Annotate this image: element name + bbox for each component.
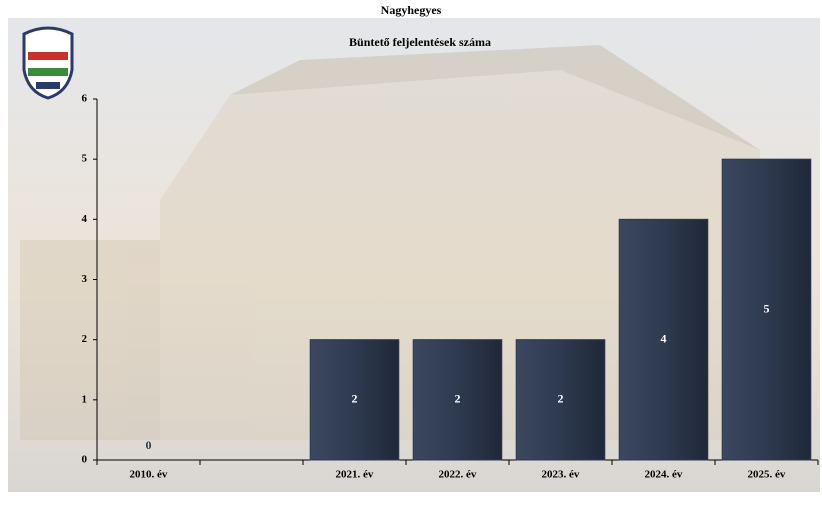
value-label: 4 xyxy=(661,331,667,345)
value-label: 2 xyxy=(352,392,358,406)
chart: Nagyhegyes Büntető feljelentések száma 0… xyxy=(0,0,822,500)
x-tick-label: 2023. év xyxy=(542,469,580,481)
y-tick-label: 0 xyxy=(82,454,88,466)
chart-subtitle: Büntető feljelentések száma xyxy=(349,35,491,49)
y-tick-label: 2 xyxy=(82,333,88,345)
value-label: 5 xyxy=(764,301,770,315)
value-label: 0 xyxy=(146,438,152,452)
police-logo xyxy=(24,28,72,98)
value-label: 2 xyxy=(558,392,564,406)
y-tick-label: 6 xyxy=(82,93,88,105)
y-tick-label: 5 xyxy=(82,153,88,165)
value-label: 2 xyxy=(455,392,461,406)
y-tick-label: 3 xyxy=(82,273,88,285)
x-tick-label: 2025. év xyxy=(748,469,786,481)
x-tick-label: 2024. év xyxy=(645,469,683,481)
x-tick-label: 2022. év xyxy=(439,469,477,481)
y-tick-label: 4 xyxy=(82,213,88,225)
x-tick-label: 2010. év xyxy=(130,469,168,481)
y-tick-label: 1 xyxy=(82,393,88,405)
chart-title: Nagyhegyes xyxy=(381,3,442,17)
x-tick-label: 2021. év xyxy=(336,469,374,481)
